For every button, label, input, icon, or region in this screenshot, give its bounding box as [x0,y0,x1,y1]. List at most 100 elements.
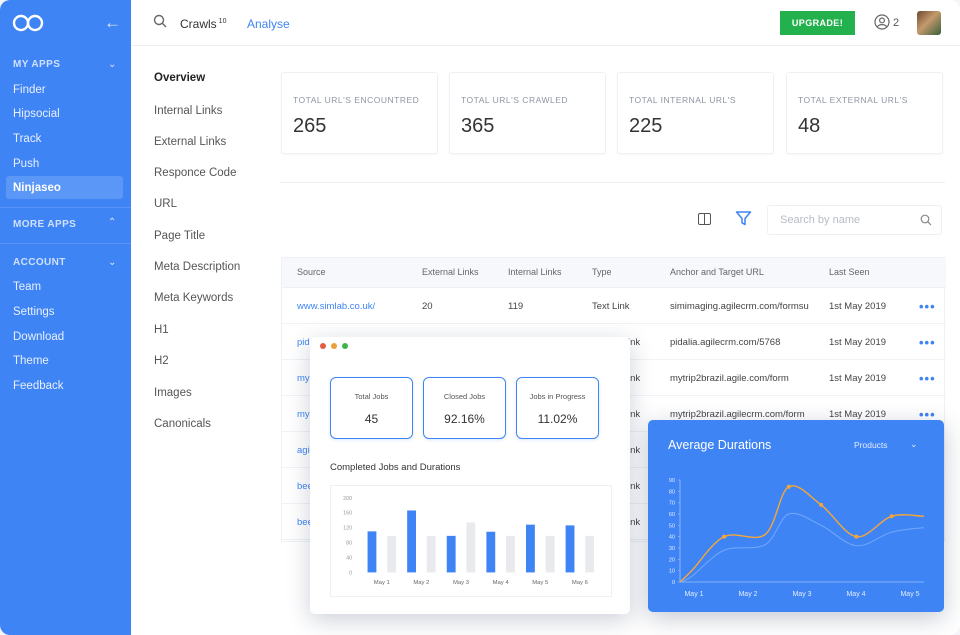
subnav-h1[interactable]: H1 [154,324,169,336]
more-icon[interactable]: ••• [919,407,936,422]
row-type: ink [628,373,641,384]
row-source-link[interactable]: my [297,409,310,420]
sidebar-section-my-apps[interactable]: MY APPS [13,59,61,70]
window-maximize-icon[interactable] [342,343,348,349]
sidebar-item-finder[interactable]: Finder [13,84,46,96]
avatar[interactable] [917,11,941,35]
top-bar: Crawls 10 Analyse UPGRADE! 2 [131,0,960,46]
row-anchor: pidalia.agilecrm.com/5768 [670,337,781,348]
subnav-overview[interactable]: Overview [154,72,206,84]
data-point [819,502,824,507]
job-label: Jobs in Progress [529,392,586,401]
subnav-images[interactable]: Images [154,387,192,399]
sidebar-item-settings[interactable]: Settings [13,306,55,318]
column-header[interactable]: Type [592,267,612,277]
subnav-external-links[interactable]: External Links [154,136,227,148]
y-tick-label: 30 [669,546,675,552]
sidebar-item-hipsocial[interactable]: Hipsocial [13,108,60,120]
chevron-down-icon[interactable]: ⌄ [910,439,918,449]
tab-analyse[interactable]: Analyse [247,17,290,31]
job-value: 45 [364,412,379,426]
content-divider [280,182,945,183]
stat-card-internal: TOTAL INTERNAL URL'S 225 [617,72,774,154]
job-label: Total Jobs [354,392,389,401]
row-source-link[interactable]: bee [297,481,313,492]
row-source-link[interactable]: my [297,373,310,384]
chevron-up-icon[interactable]: ⌃ [108,217,117,228]
filter-icon[interactable] [735,210,752,227]
sidebar-section-account[interactable]: ACCOUNT [13,257,66,268]
subnav-internal-links[interactable]: Internal Links [154,105,223,117]
column-header[interactable]: Source [297,267,326,277]
tab-crawls-label: Crawls [180,17,217,31]
chevron-down-icon[interactable]: ⌄ [108,257,117,268]
sidebar-item-feedback[interactable]: Feedback [13,380,64,392]
sidebar-section-more-apps[interactable]: MORE APPS [13,219,77,230]
row-last-seen: 1st May 2019 [829,373,887,384]
sidebar-item-track[interactable]: Track [13,133,42,145]
bar [585,535,595,573]
chevron-down-icon[interactable]: ⌄ [108,59,117,70]
bar [486,531,496,573]
more-icon[interactable]: ••• [919,371,936,386]
sidebar-item-theme[interactable]: Theme [13,355,49,367]
logo-icon[interactable] [12,14,44,32]
bar [526,524,535,573]
window-minimize-icon[interactable] [331,343,337,349]
durations-window: Average Durations Products ⌄ 0 10 20 30 40 50… [648,420,944,612]
stat-value: 225 [629,115,663,137]
jobs-bar-chart: 0 40 80 120 160 200 May 1 May 2 May 3 May 4 May 5 M… [330,485,612,597]
table-row[interactable]: www.simlab.co.uk/ 20 119 Text Link simim… [282,288,946,324]
data-point [889,514,894,519]
job-value: 11.02% [537,412,578,426]
y-tick-label: 40 [346,555,352,561]
row-source-link[interactable]: agi [297,445,310,456]
bar [565,525,575,573]
row-anchor: mytrip2brazil.agilecrm.com/form [670,409,805,420]
column-header[interactable]: Last Seen [829,267,870,277]
durations-line-chart: 0 10 20 30 40 50 60 70 80 90 May 1 May 2 May 3 May 4 M… [669,478,925,598]
bar [426,535,436,573]
more-icon[interactable]: ••• [919,335,936,350]
search-icon[interactable] [153,14,167,28]
subnav-url[interactable]: URL [154,198,178,210]
subnav-canonicals[interactable]: Canonicals [154,418,211,430]
column-header[interactable]: Internal Links [508,267,562,277]
user-icon[interactable] [874,14,890,30]
row-source-link[interactable]: pid [297,337,310,348]
subnav-meta-description[interactable]: Meta Description [154,261,241,273]
sidebar-item-ninjaseo[interactable]: Ninjaseo [6,176,123,199]
products-select[interactable]: Products [854,440,888,450]
column-header[interactable]: Anchor and Target URL [670,267,764,277]
search-input[interactable] [767,205,942,235]
job-card-in-progress: Jobs in Progress 11.02% [516,377,599,439]
sidebar-item-push[interactable]: Push [13,158,40,170]
crawls-count: 10 [218,18,227,25]
table-header: Source External Links Internal Links Typ… [282,258,946,288]
subnav-response-code[interactable]: Responce Code [154,167,237,179]
stat-label: TOTAL URL'S ENCOUNTRED [293,95,420,105]
stat-card-crawled: TOTAL URL'S CRAWLED 365 [449,72,606,154]
jobs-window: Total Jobs 45 Closed Jobs 92.16% Jobs in… [310,337,630,614]
sidebar-item-team[interactable]: Team [13,281,42,293]
stat-label: TOTAL INTERNAL URL'S [629,95,737,105]
search-icon[interactable] [920,214,932,226]
tab-crawls[interactable]: Crawls 10 [180,17,226,31]
row-source-link[interactable]: bee [297,517,313,528]
column-header[interactable]: External Links [422,267,479,277]
bar [506,535,515,573]
collapse-sidebar-icon[interactable]: ← [104,13,121,32]
stat-value: 365 [461,115,495,137]
more-icon[interactable]: ••• [919,299,936,314]
window-close-icon[interactable] [320,343,326,349]
subnav-meta-keywords[interactable]: Meta Keywords [154,292,234,304]
sidebar-item-download[interactable]: Download [13,331,65,343]
subnav-h2[interactable]: H2 [154,355,169,367]
columns-icon[interactable] [698,213,711,225]
row-type: ink [628,409,641,420]
row-source-link[interactable]: www.simlab.co.uk/ [297,301,376,312]
bar [367,531,377,573]
y-tick-label: 0 [672,580,675,586]
upgrade-button[interactable]: UPGRADE! [780,11,855,35]
subnav-page-title[interactable]: Page Title [154,230,206,242]
